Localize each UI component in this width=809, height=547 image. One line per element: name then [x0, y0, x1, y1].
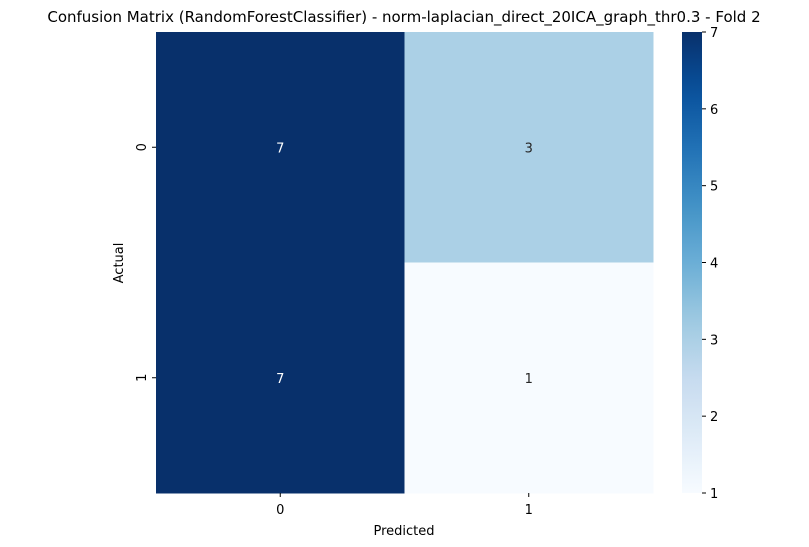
- heatmap-cell-1-1: [404, 262, 654, 494]
- colorbar-tick-label: 3: [710, 333, 718, 348]
- heatmap-cells: [156, 32, 654, 494]
- heatmap-cell-0-1: [404, 32, 654, 263]
- x-tick-label: 1: [525, 503, 533, 518]
- colorbar-tick-label: 7: [710, 26, 718, 41]
- colorbar-tick-label: 2: [710, 410, 718, 425]
- colorbar-tick-label: 4: [710, 257, 718, 272]
- cell-value-1-0: 7: [276, 372, 284, 387]
- cell-value-0-1: 3: [525, 141, 533, 156]
- cell-value-0-0: 7: [276, 141, 284, 156]
- heatmap-annotations: 7 3 7 1: [276, 141, 533, 387]
- colorbar-tick-label: 6: [710, 103, 718, 118]
- heatmap-cell-0-0: [156, 32, 405, 263]
- x-tick-label: 0: [276, 503, 284, 518]
- y-axis-ticks: 01: [135, 143, 156, 382]
- colorbar-tick-label: 5: [710, 180, 718, 195]
- y-tick-label: 0: [135, 143, 150, 151]
- colorbar-tick-label: 1: [710, 487, 718, 502]
- x-axis-label: Predicted: [373, 524, 434, 539]
- y-axis-label: Actual: [112, 243, 127, 284]
- colorbar-ticks: 1 2 3 4 5 6 7: [702, 26, 718, 502]
- heatmap-cell-1-0: [156, 262, 405, 494]
- colorbar: [682, 32, 702, 493]
- y-tick-label: 1: [135, 374, 150, 382]
- chart-title: Confusion Matrix (RandomForestClassifier…: [47, 8, 760, 27]
- cell-value-1-1: 1: [525, 372, 533, 387]
